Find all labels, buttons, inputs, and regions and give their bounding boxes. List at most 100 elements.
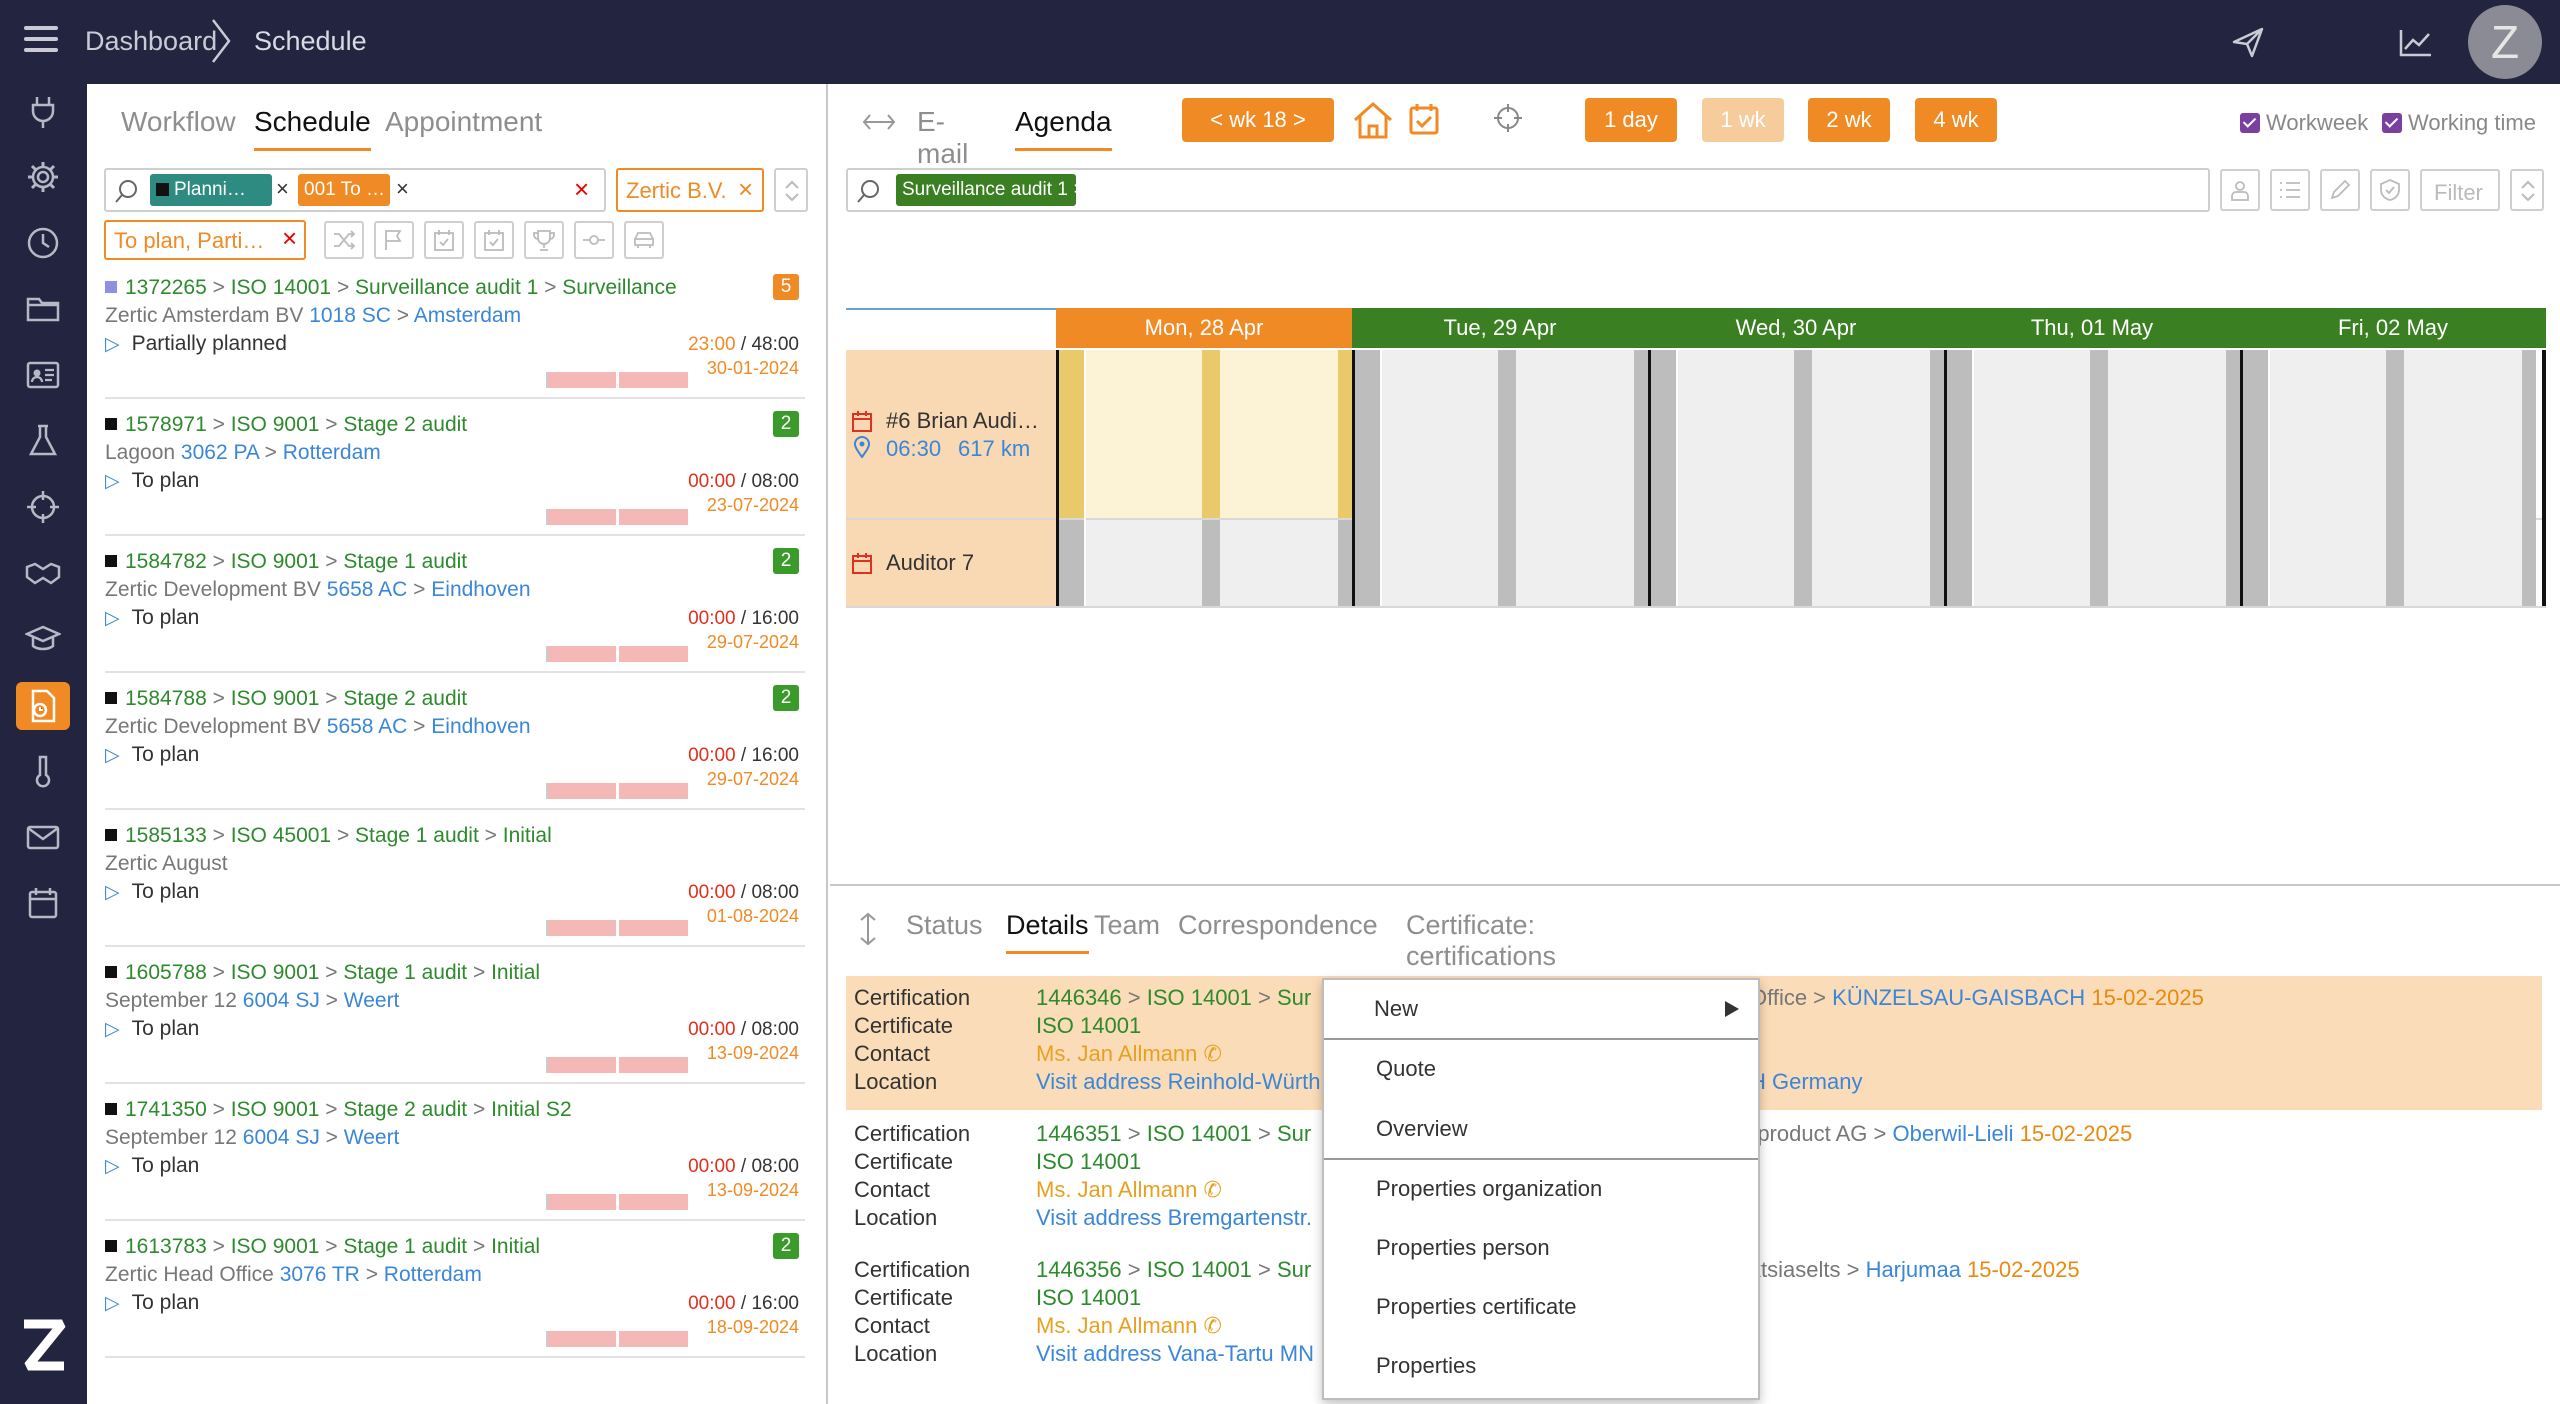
filter-chip-to-plan[interactable]: 001 To … <box>298 174 390 206</box>
location-address[interactable]: Visit address Vana-Tartu MN <box>1036 1341 1314 1366</box>
resource-name[interactable]: Auditor 7 <box>886 550 975 575</box>
crosshair-icon[interactable] <box>1492 102 1524 134</box>
contact-name[interactable]: Ms. Jan Allmann <box>1036 1041 1198 1066</box>
tab-status[interactable]: Status <box>906 910 983 940</box>
day-header[interactable]: Tue, 29 Apr <box>1352 308 1648 348</box>
phone-icon[interactable]: ✆ <box>1203 1041 1222 1066</box>
menu-item-new[interactable]: New <box>1374 996 1419 1021</box>
day-header[interactable]: Mon, 28 Apr <box>1056 308 1352 348</box>
play-triangle-icon[interactable]: ▷ <box>105 1156 120 1177</box>
tab-details[interactable]: Details <box>1006 910 1089 954</box>
menu-item-properties[interactable]: Properties <box>1376 1353 1477 1378</box>
org-city[interactable]: Harjumaa <box>1865 1257 1961 1282</box>
menu-item-overview[interactable]: Overview <box>1376 1116 1468 1141</box>
phone-icon[interactable]: ✆ <box>1203 1313 1222 1338</box>
org-city[interactable]: KÜNZELSAU-GAISBACH <box>1832 985 2086 1010</box>
play-triangle-icon[interactable]: ▷ <box>105 745 120 766</box>
tab-appointment[interactable]: Appointment <box>385 106 543 137</box>
sort-toggle[interactable] <box>774 168 808 212</box>
chart-line-icon[interactable] <box>2398 24 2434 60</box>
menu-item-properties-person[interactable]: Properties person <box>1376 1235 1550 1260</box>
clear-status-icon[interactable]: × <box>282 223 298 253</box>
list-item[interactable]: 1578971 > ISO 9001 > Stage 2 audit Lagoon… <box>105 399 805 536</box>
calendar-check-button-2[interactable] <box>474 221 514 259</box>
city[interactable]: Amsterdam <box>413 304 522 327</box>
remove-chip-icon[interactable]: × <box>276 176 289 201</box>
schedule-doc-icon[interactable] <box>16 682 70 730</box>
handshake-icon[interactable] <box>20 550 66 596</box>
calendar-check-button[interactable] <box>424 221 464 259</box>
tab-workflow[interactable]: Workflow <box>121 106 236 137</box>
person-filter-button[interactable] <box>2220 169 2260 211</box>
shuffle-button[interactable] <box>324 221 364 259</box>
filter-button[interactable]: Filter <box>2420 169 2500 211</box>
send-icon[interactable] <box>2230 24 2266 60</box>
flask-icon[interactable] <box>20 418 66 464</box>
shield-button[interactable] <box>2370 169 2410 211</box>
gear-icon[interactable] <box>20 154 66 200</box>
menu-item-properties-certificate[interactable]: Properties certificate <box>1376 1294 1577 1319</box>
item-id[interactable]: 1372265 <box>125 276 207 299</box>
flag-button[interactable] <box>374 221 414 259</box>
list-item[interactable]: 1605788 > ISO 9001 > Stage 1 audit > Ini… <box>105 947 805 1084</box>
city[interactable]: Eindhoven <box>431 715 531 738</box>
tab-email[interactable]: E-mail <box>917 106 969 169</box>
tab-certificate-certifications[interactable]: Certificate: certifications <box>1406 910 1557 971</box>
remove-chip-icon[interactable]: × <box>396 176 409 201</box>
play-triangle-icon[interactable]: ▷ <box>105 471 120 492</box>
list-item[interactable]: 1584782 > ISO 9001 > Stage 1 audit Zertic… <box>105 536 805 673</box>
folder-icon[interactable] <box>20 286 66 332</box>
city[interactable]: Weert <box>343 1126 400 1149</box>
working-time-checkbox[interactable]: Working time <box>2382 110 2536 136</box>
thermometer-icon[interactable] <box>20 748 66 794</box>
org-city[interactable]: Oberwil-Lieli <box>1892 1121 2014 1146</box>
item-id[interactable]: 1605788 <box>125 961 207 984</box>
graduation-cap-icon[interactable] <box>20 616 66 662</box>
day-header[interactable]: Fri, 02 May <box>2240 308 2546 348</box>
location-address[interactable]: Visit address Reinhold-Würth <box>1036 1069 1321 1094</box>
play-triangle-icon[interactable]: ▷ <box>105 1019 120 1040</box>
city[interactable]: Eindhoven <box>431 578 531 601</box>
expand-vertical-icon[interactable] <box>858 912 878 946</box>
calendar-icon[interactable] <box>20 880 66 926</box>
list-item[interactable]: 1585133 > ISO 45001 > Stage 1 audit > In… <box>105 810 805 947</box>
clock-icon[interactable] <box>20 220 66 266</box>
sort-toggle-right[interactable] <box>2510 169 2544 211</box>
filter-chip-planning[interactable]: Planni… <box>150 174 272 206</box>
location-address[interactable]: Visit address Bremgartenstr. <box>1036 1205 1312 1230</box>
filter-input[interactable]: Planni… × 001 To … × × <box>104 168 606 212</box>
menu-item-quote[interactable]: Quote <box>1376 1056 1436 1081</box>
crosshair-icon[interactable] <box>20 484 66 530</box>
clear-filter-icon[interactable]: × <box>574 174 590 204</box>
expand-horizontal-icon[interactable] <box>862 112 896 132</box>
company-filter[interactable]: Zertic B.V. × <box>616 168 764 212</box>
play-triangle-icon[interactable]: ▷ <box>105 1293 120 1314</box>
item-id[interactable]: 1741350 <box>125 1098 207 1121</box>
avatar[interactable]: Z <box>2468 5 2542 79</box>
id-card-icon[interactable] <box>20 352 66 398</box>
search-chip[interactable]: Surveillance audit 1 × <box>896 174 1076 206</box>
city[interactable]: Rotterdam <box>383 1263 482 1286</box>
menu-icon[interactable] <box>24 26 58 56</box>
city[interactable]: Weert <box>343 989 400 1012</box>
item-id[interactable]: 1585133 <box>125 824 207 847</box>
menu-item-properties-organization[interactable]: Properties organization <box>1376 1176 1603 1201</box>
range-1-day[interactable]: 1 day <box>1585 98 1677 142</box>
day-header[interactable]: Wed, 30 Apr <box>1648 308 1944 348</box>
contact-name[interactable]: Ms. Jan Allmann <box>1036 1177 1198 1202</box>
city[interactable]: Rotterdam <box>282 441 381 464</box>
mail-icon[interactable] <box>20 814 66 860</box>
list-item[interactable]: 1741350 > ISO 9001 > Stage 2 audit > Ini… <box>105 1084 805 1221</box>
plug-icon[interactable] <box>20 89 66 135</box>
list-button[interactable] <box>2270 169 2310 211</box>
clear-company-icon[interactable]: × <box>738 174 754 204</box>
item-id[interactable]: 1578971 <box>125 413 207 436</box>
tab-agenda[interactable]: Agenda <box>1015 106 1112 151</box>
status-filter[interactable]: To plan, Parti… × <box>104 220 306 260</box>
cert-id[interactable]: 1446351 <box>1036 1121 1122 1146</box>
commit-button[interactable] <box>574 221 614 259</box>
play-triangle-icon[interactable]: ▷ <box>105 334 120 355</box>
day-header[interactable]: Thu, 01 May <box>1944 308 2240 348</box>
range-2-wk[interactable]: 2 wk <box>1808 98 1890 142</box>
list-item[interactable]: 1613783 > ISO 9001 > Stage 1 audit > Ini… <box>105 1221 805 1358</box>
